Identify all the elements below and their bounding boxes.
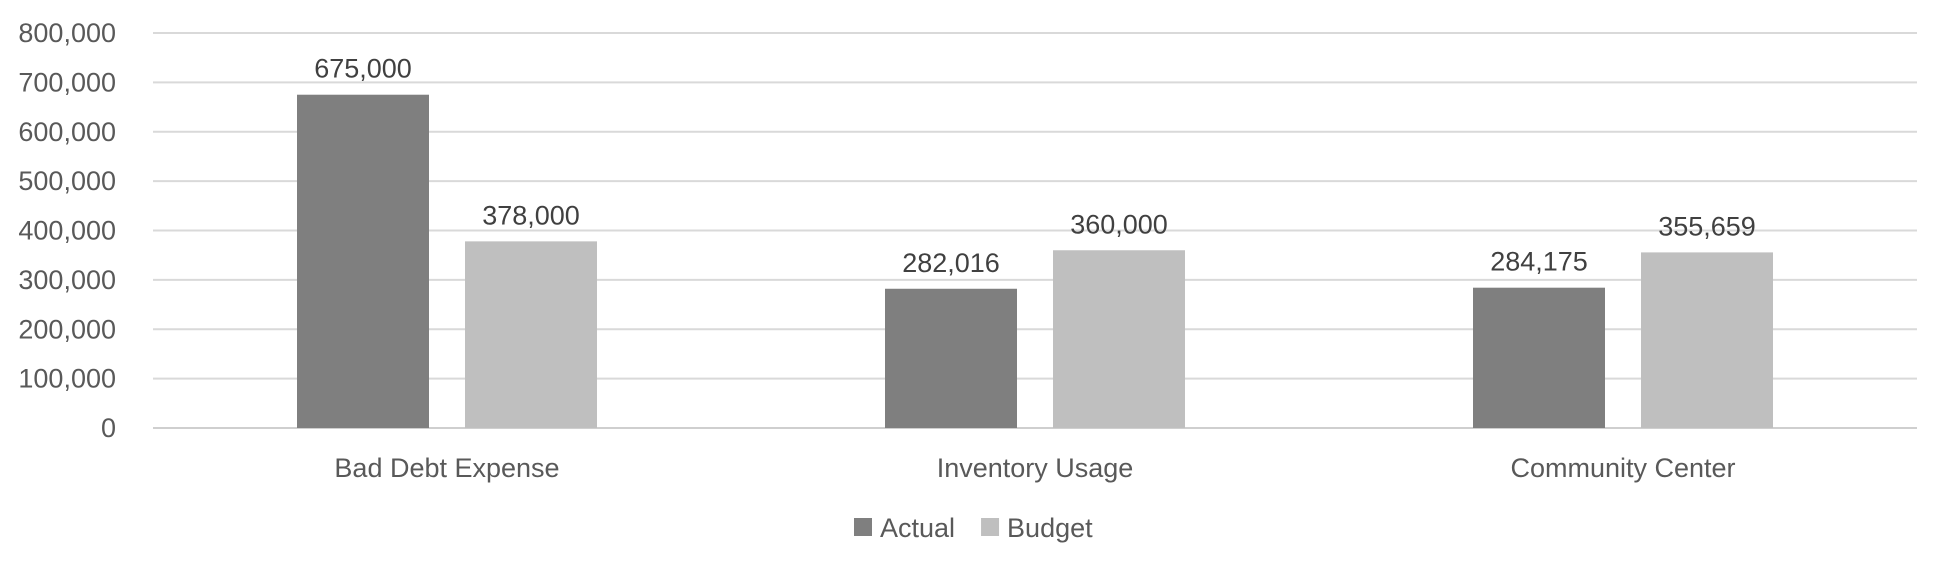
legend-swatch-budget bbox=[981, 518, 1000, 536]
legend: Actual Budget bbox=[854, 513, 1093, 543]
bar-actual-0 bbox=[297, 94, 429, 428]
y-tick-label: 0 bbox=[101, 413, 116, 443]
x-category-label: Community Center bbox=[1510, 453, 1735, 483]
bar-budget-1 bbox=[1053, 250, 1185, 428]
y-tick-label: 100,000 bbox=[18, 364, 116, 394]
legend-swatch-actual bbox=[854, 518, 872, 536]
y-tick-label: 600,000 bbox=[18, 117, 116, 147]
bar-actual-2 bbox=[1473, 287, 1605, 428]
y-tick-label: 700,000 bbox=[18, 67, 116, 97]
bars bbox=[297, 94, 1773, 428]
data-label: 360,000 bbox=[1070, 209, 1168, 239]
legend-label: Actual bbox=[880, 513, 955, 543]
y-tick-label: 400,000 bbox=[18, 216, 116, 246]
y-tick-label: 800,000 bbox=[18, 18, 116, 48]
data-label: 282,016 bbox=[902, 248, 1000, 278]
x-axis: Bad Debt Expense Inventory Usage Community… bbox=[334, 453, 1735, 483]
y-axis: 0 100,000 200,000 300,000 400,000 500,000 600,… bbox=[18, 18, 116, 443]
y-tick-label: 300,000 bbox=[18, 265, 116, 295]
bar-budget-0 bbox=[465, 241, 597, 428]
x-category-label: Bad Debt Expense bbox=[334, 453, 559, 483]
data-label: 355,659 bbox=[1658, 211, 1756, 241]
data-label: 378,000 bbox=[482, 200, 580, 230]
gridlines bbox=[153, 32, 1917, 429]
data-label: 675,000 bbox=[314, 54, 412, 84]
legend-label: Budget bbox=[1007, 513, 1093, 543]
bar-actual-1 bbox=[885, 288, 1017, 428]
y-tick-label: 200,000 bbox=[18, 314, 116, 344]
data-label: 284,175 bbox=[1490, 247, 1588, 277]
data-labels: 675,000 378,000 282,016 360,000 284,175 355,6… bbox=[314, 54, 1756, 278]
x-category-label: Inventory Usage bbox=[937, 453, 1134, 483]
y-tick-label: 500,000 bbox=[18, 166, 116, 196]
bar-budget-2 bbox=[1641, 252, 1773, 428]
